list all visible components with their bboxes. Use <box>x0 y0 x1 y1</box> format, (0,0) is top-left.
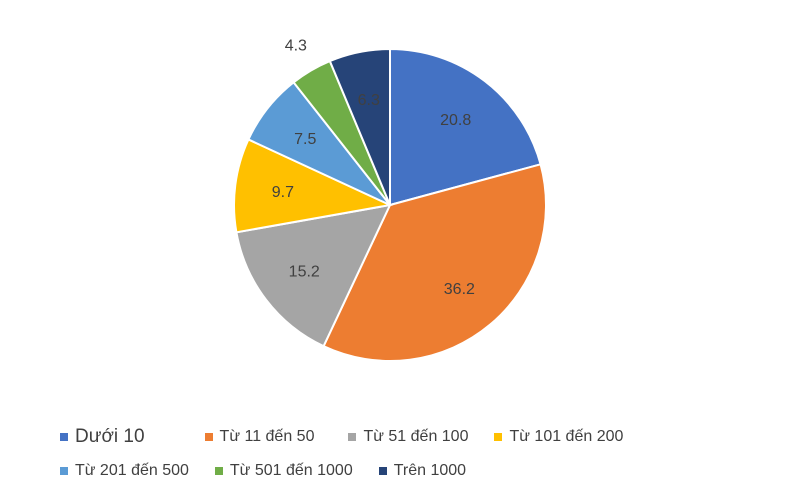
legend-swatch <box>60 467 68 475</box>
pie-slice <box>328 47 391 206</box>
legend-item-51-100: Từ 51 đến 100 <box>348 428 468 446</box>
data-label: 20.8 <box>440 112 471 129</box>
legend-label: Từ 11 đến 50 <box>219 428 315 445</box>
legend-label: Từ 201 đến 500 <box>75 462 189 479</box>
data-label: 36.2 <box>444 281 475 298</box>
legend-label: Từ 101 đến 200 <box>509 428 624 445</box>
legend-swatch <box>60 433 68 441</box>
data-label: 4.3 <box>285 38 307 55</box>
data-label: 7.5 <box>294 131 316 148</box>
legend-swatch <box>348 433 357 441</box>
legend-item-tren-1000: Trên 1000 <box>378 462 467 480</box>
legend-swatch <box>494 433 503 441</box>
legend-label: Dưới 10 <box>75 426 145 447</box>
pie-slice <box>233 138 394 234</box>
legend-swatch <box>214 467 223 475</box>
legend-label: Trên 1000 <box>393 462 467 479</box>
legend: Dưới 10 Từ 11 đến 50 Từ 51 đến 100 Từ 10… <box>60 420 780 488</box>
legend-label: Từ 51 đến 100 <box>363 428 469 445</box>
data-label: 9.7 <box>272 184 294 201</box>
legend-swatch <box>204 433 213 441</box>
legend-item-501-1000: Từ 501 đến 1000 <box>214 462 353 480</box>
legend-swatch <box>378 467 387 475</box>
legend-item-101-200: Từ 101 đến 200 <box>494 428 623 446</box>
legend-row-2: Từ 201 đến 500 Từ 501 đến 1000 Trên 1000 <box>60 454 780 488</box>
pie-slice <box>235 203 392 348</box>
data-label: 15.2 <box>289 264 320 281</box>
data-label: 6.3 <box>358 92 380 109</box>
pie-slice <box>322 163 547 362</box>
legend-item-duoi-10: Dưới 10 <box>60 426 145 448</box>
pie-plot-area: 20.8 36.2 15.2 9.7 7.5 4.3 6.3 <box>233 38 547 362</box>
legend-label: Từ 501 đến 1000 <box>229 462 353 479</box>
legend-row-1: Dưới 10 Từ 11 đến 50 Từ 51 đến 100 Từ 10… <box>60 420 780 454</box>
pie-slice <box>389 47 542 207</box>
legend-item-11-50: Từ 11 đến 50 <box>204 428 315 446</box>
legend-item-201-500: Từ 201 đến 500 <box>60 462 189 480</box>
